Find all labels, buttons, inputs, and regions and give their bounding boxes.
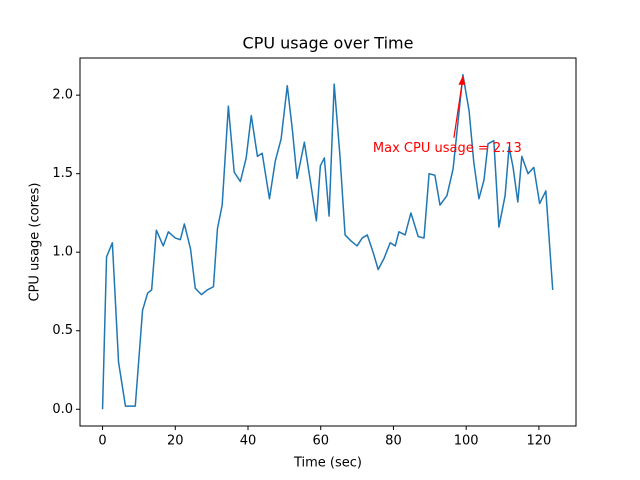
- annotation-text: Max CPU usage = 2.13: [373, 141, 522, 156]
- y-axis-label: CPU usage (cores): [28, 183, 43, 302]
- x-tick-label: 120: [526, 434, 551, 449]
- annotation-arrow: [453, 77, 464, 138]
- y-tick-label: 2.0: [52, 88, 73, 103]
- data-line: [101, 73, 554, 410]
- x-tick-label: 20: [167, 434, 184, 449]
- x-tick-label: 100: [454, 434, 479, 449]
- x-tick-label: 60: [312, 434, 329, 449]
- plot-frame: [79, 57, 577, 427]
- x-axis-label: Time (sec): [293, 456, 362, 471]
- chart-title: CPU usage over Time: [243, 34, 414, 53]
- x-tick-label: 40: [240, 434, 257, 449]
- x-tick-label: 0: [98, 434, 106, 449]
- y-tick-label: 1.0: [52, 245, 73, 260]
- y-tick-label: 1.5: [52, 166, 73, 181]
- x-tick-label: 80: [385, 434, 402, 449]
- y-tick-label: 0.0: [52, 402, 73, 417]
- annotation-arrowhead: [458, 75, 466, 85]
- y-tick-label: 0.5: [52, 323, 73, 338]
